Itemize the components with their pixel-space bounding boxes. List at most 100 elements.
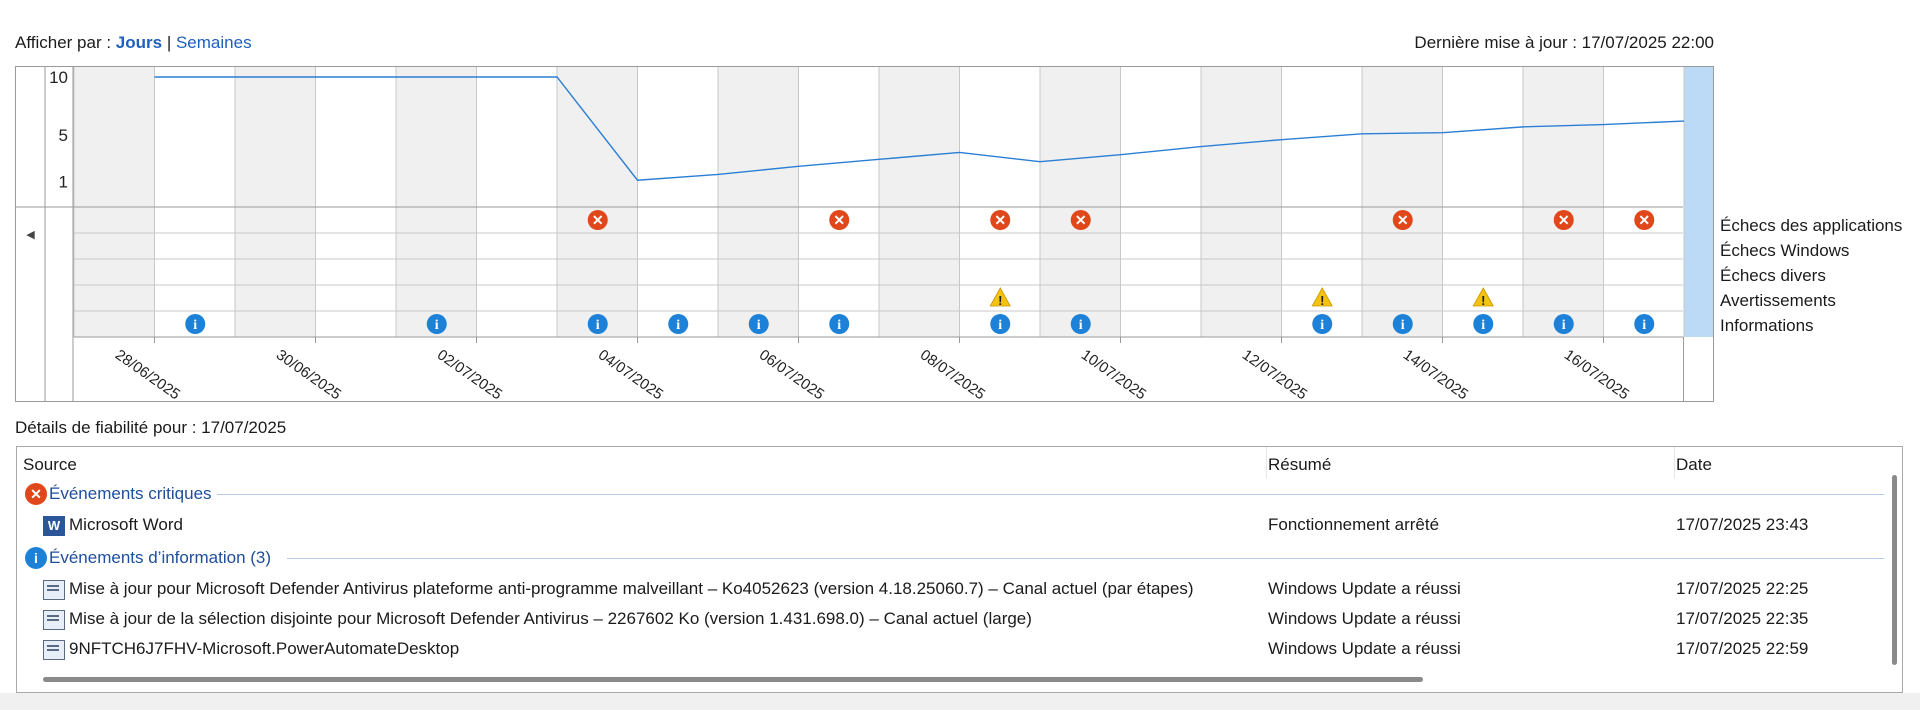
- event-source: Mise à jour pour Microsoft Defender Anti…: [69, 579, 1194, 598]
- error-glyph: ✕: [994, 212, 1006, 228]
- info-glyph: i: [1079, 318, 1083, 333]
- details-table: Source Résumé Date ^ ✕ Événements critiq…: [16, 446, 1903, 693]
- view-by-label: Afficher par :: [15, 33, 116, 52]
- error-glyph: ✕: [1558, 212, 1570, 228]
- vertical-scrollbar[interactable]: [1884, 447, 1902, 692]
- x-tick-label: 04/07/2025: [595, 346, 666, 401]
- info-icon: [426, 314, 447, 334]
- update-icon: [43, 579, 65, 600]
- info-glyph: i: [435, 318, 439, 333]
- info-glyph: i: [193, 318, 197, 333]
- error-icon: [1553, 210, 1574, 230]
- days-link[interactable]: Jours: [115, 33, 163, 52]
- error-glyph: ✕: [1638, 212, 1650, 228]
- x-tick-label: 10/07/2025: [1078, 346, 1149, 401]
- event-summary: Windows Update a réussi: [1268, 639, 1461, 658]
- day-column: [1603, 67, 1684, 337]
- chart-legend: Échecs des applications Échecs Windows É…: [1720, 213, 1902, 338]
- weeks-link[interactable]: Semaines: [175, 33, 252, 52]
- y-tick-label: 1: [59, 172, 68, 191]
- info-glyph: i: [596, 318, 600, 333]
- group-information[interactable]: i Événements d’information (3): [25, 547, 271, 569]
- x-tick-label: 28/06/2025: [112, 346, 183, 401]
- warning-icon: [989, 287, 1011, 307]
- event-row[interactable]: 9NFTCH6J7FHV-Microsoft.PowerAutomateDesk…: [43, 639, 459, 660]
- day-column: [74, 67, 155, 337]
- column-header-date[interactable]: Date: [1676, 455, 1712, 474]
- status-strip: [0, 693, 1920, 710]
- error-glyph: ✕: [1397, 212, 1409, 228]
- error-icon: ✕: [25, 483, 47, 505]
- info-glyph: i: [1562, 318, 1566, 333]
- info-glyph: i: [757, 318, 761, 333]
- event-summary: Windows Update a réussi: [1268, 579, 1461, 598]
- column-header-summary[interactable]: Résumé: [1268, 455, 1332, 474]
- warning-icon: [1311, 287, 1333, 307]
- day-column: [1040, 67, 1121, 337]
- day-column: [557, 67, 638, 337]
- info-icon: [587, 314, 608, 334]
- info-icon: [185, 314, 206, 334]
- x-tick-label: 06/07/2025: [756, 346, 827, 401]
- info-icon: [1553, 314, 1574, 334]
- legend-warnings: Avertissements: [1720, 291, 1836, 310]
- warning-glyph: !: [998, 293, 1002, 308]
- legend-windows-failures: Échecs Windows: [1720, 241, 1850, 260]
- info-icon: [829, 314, 850, 334]
- info-icon: [990, 314, 1011, 334]
- group-information-label: Événements d’information (3): [49, 548, 272, 567]
- info-glyph: i: [1481, 318, 1485, 333]
- info-icon: [1473, 314, 1494, 334]
- day-column: [396, 67, 477, 337]
- info-icon: [668, 314, 689, 334]
- legend-misc-failures: Échecs divers: [1720, 266, 1826, 285]
- day-column: [1120, 67, 1201, 337]
- error-icon: [990, 210, 1011, 230]
- error-glyph: ✕: [833, 212, 845, 228]
- stability-chart-svg: 10 5 1 ✕ ✕ ✕ ✕ ✕ ✕ ✕!! ! i i i i i i i i i i i i i 28/06/2025 30/…: [16, 67, 1713, 401]
- event-source: Mise à jour de la sélection disjointe po…: [69, 609, 1032, 628]
- info-glyph: i: [837, 318, 841, 333]
- word-app-icon: W: [43, 515, 65, 536]
- info-icon: [1634, 314, 1655, 334]
- event-row[interactable]: Mise à jour de la sélection disjointe po…: [43, 609, 1032, 630]
- event-date: 17/07/2025 23:43: [1676, 515, 1809, 534]
- event-source: Microsoft Word: [69, 515, 183, 534]
- day-column: [315, 67, 396, 337]
- warning-glyph: !: [1481, 293, 1485, 308]
- event-date: 17/07/2025 22:25: [1676, 579, 1809, 598]
- error-icon: [1392, 210, 1413, 230]
- view-by-bar: Afficher par : Jours | Semaines: [15, 33, 252, 53]
- day-column: [718, 67, 799, 337]
- event-row[interactable]: Mise à jour pour Microsoft Defender Anti…: [43, 579, 1193, 600]
- error-icon: [587, 210, 608, 230]
- error-icon: [1070, 210, 1091, 230]
- day-column: [879, 67, 960, 337]
- day-column: [235, 67, 316, 337]
- selected-day-column: [1684, 67, 1713, 337]
- horizontal-scrollbar[interactable]: [17, 670, 1902, 692]
- day-column: [154, 67, 235, 337]
- column-header-source[interactable]: Source: [23, 455, 77, 474]
- event-row[interactable]: W Microsoft Word: [43, 515, 183, 536]
- y-tick-label: 5: [59, 126, 68, 145]
- reliability-chart: ◀ ▶ 1051✕✕✕✕✕✕✕!!!iiiiiiiiiiiii28/06/202…: [15, 66, 1714, 402]
- day-column: [798, 67, 879, 337]
- event-date: 17/07/2025 22:35: [1676, 609, 1809, 628]
- info-icon: [1312, 314, 1333, 334]
- stability-index-line: [154, 76, 1685, 181]
- event-date: 17/07/2025 22:59: [1676, 639, 1809, 658]
- x-tick-label: 16/07/2025: [1561, 346, 1632, 401]
- error-icon: [829, 210, 850, 230]
- x-tick-label: 08/07/2025: [917, 346, 988, 401]
- error-glyph: ✕: [592, 212, 604, 228]
- x-tick-label: 14/07/2025: [1400, 346, 1471, 401]
- group-critical-label: Événements critiques: [49, 484, 212, 503]
- horizontal-scroll-thumb[interactable]: [43, 677, 1423, 682]
- last-update-label: Dernière mise à jour : 17/07/2025 22:00: [1414, 33, 1714, 52]
- group-critical[interactable]: ✕ Événements critiques: [25, 483, 212, 505]
- vertical-scroll-thumb[interactable]: [1892, 475, 1897, 665]
- info-icon: [1392, 314, 1413, 334]
- day-column: [1201, 67, 1282, 337]
- scroll-left-arrow[interactable]: ◀: [26, 228, 35, 241]
